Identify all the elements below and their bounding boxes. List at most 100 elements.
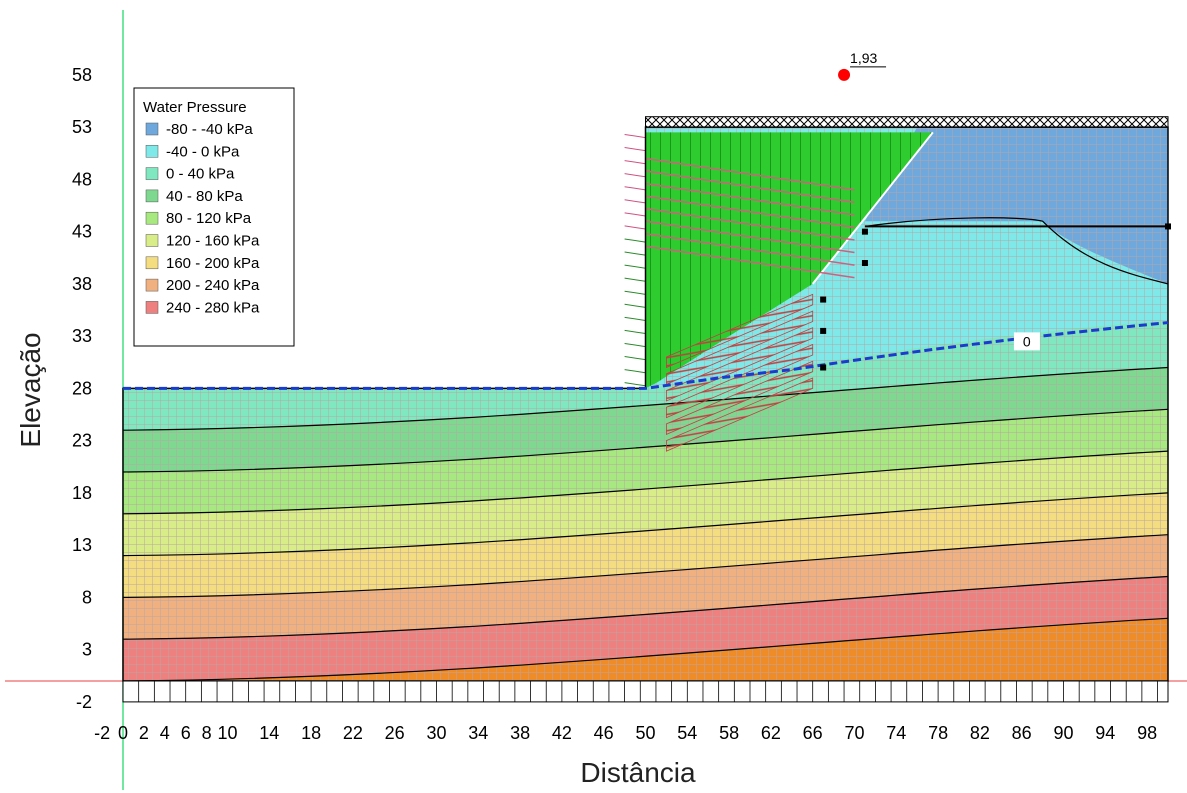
y-tick-label: 43	[72, 222, 92, 242]
legend-swatch	[145, 145, 159, 158]
x-tick-label: 58	[719, 723, 739, 743]
load-arrow	[624, 212, 646, 217]
contour-line-1	[123, 366, 1168, 431]
contour-line-suction	[864, 217, 1168, 285]
x-tick-label: 18	[301, 723, 321, 743]
surcharge-load	[645, 116, 1169, 128]
load-arrow	[624, 173, 646, 178]
load-arrow	[624, 186, 646, 191]
monitor-point	[820, 296, 827, 303]
x-tick-label: 4	[160, 723, 170, 743]
x-tick-label: 66	[803, 723, 823, 743]
x-axis-label: Distância	[580, 757, 696, 788]
y-tick-label: 13	[72, 535, 92, 555]
soil-nail	[645, 195, 855, 229]
x-tick-label: 34	[468, 723, 488, 743]
x-tick-label: 2	[139, 723, 149, 743]
monitor-point	[820, 364, 827, 371]
load-arrow	[624, 147, 646, 152]
y-tick-label: -2	[76, 692, 92, 712]
y-tick-label: 23	[72, 431, 92, 451]
load-arrow	[624, 382, 646, 387]
soil-nail	[645, 220, 855, 254]
legend-title: Water Pressure	[143, 99, 247, 116]
load-arrow	[624, 199, 646, 204]
contour-line-5	[123, 534, 1168, 598]
legend-swatch	[145, 167, 159, 180]
x-tick-label: 38	[510, 723, 530, 743]
legend-swatch	[145, 234, 159, 247]
water-table-line	[123, 321, 1169, 390]
x-tick-label: 22	[343, 723, 363, 743]
monitor-point	[861, 260, 868, 266]
legend-swatch	[145, 211, 159, 225]
x-tick-label: 54	[677, 723, 697, 743]
x-tick-label: -2	[94, 723, 110, 743]
soil-nail	[645, 245, 855, 279]
water-table-label-group: 0	[1013, 332, 1040, 351]
phreatic-line	[123, 321, 1169, 390]
legend-label: 200 - 240 kPa	[166, 277, 260, 294]
soil-nail	[645, 182, 855, 216]
factor-of-safety-label: 1,93	[850, 50, 877, 66]
x-tick-label: 90	[1053, 723, 1073, 743]
legend-label: 0 - 40 kPa	[166, 166, 235, 183]
legend-swatch	[145, 278, 159, 292]
x-tick-label: 62	[761, 723, 781, 743]
factor-of-safety-marker: 1,93	[838, 50, 887, 81]
contour-line-7	[123, 617, 1168, 681]
contour-lines	[123, 217, 1168, 681]
y-tick-label: 18	[72, 483, 92, 503]
legend-label: 160 - 200 kPa	[166, 255, 260, 272]
load-arrow	[624, 160, 646, 165]
x-tick-label: 94	[1095, 723, 1115, 743]
legend-items: -80 - -40 kPa -40 - 0 kPa 0 - 40 kPa 40 - 8…	[145, 121, 260, 316]
x-tick-label: 46	[594, 723, 614, 743]
slip-surface	[811, 131, 934, 285]
legend-label: -40 - 0 kPa	[166, 143, 240, 160]
legend-swatch	[145, 189, 159, 203]
load-arrow	[624, 264, 646, 269]
anchor-strip	[666, 293, 814, 369]
load-arrow	[624, 225, 646, 230]
anchor-strip	[666, 327, 814, 402]
monitor-points	[820, 223, 1171, 371]
load-arrow	[624, 277, 646, 282]
load-arrow	[624, 342, 646, 348]
y-tick-label: 33	[72, 326, 92, 346]
y-tick-label: 53	[72, 117, 92, 137]
load-arrow	[624, 316, 646, 321]
x-tick-label: 98	[1137, 723, 1157, 743]
y-tick-label: 28	[72, 378, 92, 398]
y-tick-label: 48	[72, 169, 92, 189]
load-arrow	[624, 303, 646, 308]
x-tick-label: 78	[928, 723, 948, 743]
load-arrow	[624, 133, 646, 139]
legend-label: 40 - 80 kPa	[166, 188, 243, 205]
legend-label: 120 - 160 kPa	[166, 233, 260, 250]
contour-line-2	[123, 408, 1168, 473]
load-arrow	[624, 290, 646, 295]
y-tick-label: 58	[72, 65, 92, 85]
slip-center-point[interactable]	[838, 68, 851, 81]
legend: Water Pressure -80 - -40 kPa -40 - 0 kPa 0…	[133, 87, 295, 347]
x-tick-label: 10	[217, 723, 237, 743]
anchor-strip	[666, 360, 814, 435]
legend-label: -80 - -40 kPa	[166, 121, 253, 138]
soil-nail	[645, 170, 855, 204]
soil-nails	[645, 157, 855, 452]
x-tick-label: 14	[259, 723, 279, 743]
load-arrow	[624, 329, 646, 335]
x-tick-label: 86	[1012, 723, 1032, 743]
anchor-strip	[666, 310, 814, 385]
legend-swatch	[145, 301, 159, 314]
x-tick-label: 70	[844, 723, 864, 743]
x-tick-label: 0	[118, 723, 128, 743]
legend-box	[133, 87, 295, 347]
anchor-strip	[666, 343, 814, 419]
slip-zone	[645, 131, 934, 389]
x-tick-label: 42	[552, 723, 572, 743]
